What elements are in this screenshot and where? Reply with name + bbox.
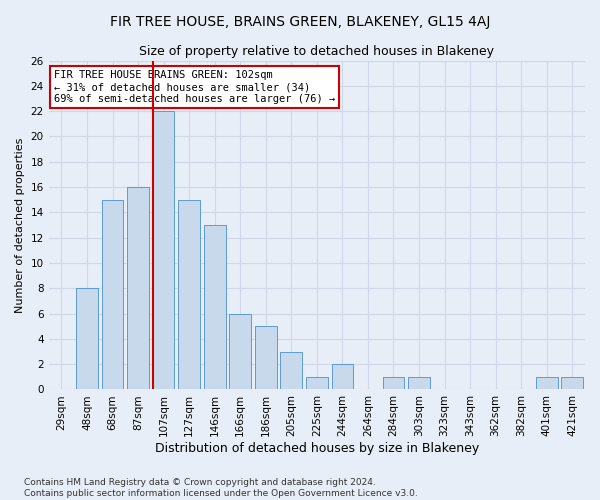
Bar [229, 314, 251, 390]
Bar [101, 200, 124, 390]
Text: Contains HM Land Registry data © Crown copyright and database right 2024.
Contai: Contains HM Land Registry data © Crown c… [24, 478, 418, 498]
Bar [255, 326, 277, 390]
Text: FIR TREE HOUSE BRAINS GREEN: 102sqm
← 31% of detached houses are smaller (34)
69: FIR TREE HOUSE BRAINS GREEN: 102sqm ← 31… [54, 70, 335, 104]
Bar [153, 111, 175, 390]
Bar [178, 200, 200, 390]
Title: Size of property relative to detached houses in Blakeney: Size of property relative to detached ho… [139, 45, 494, 58]
Bar [306, 377, 328, 390]
Bar [408, 377, 430, 390]
Bar [332, 364, 353, 390]
Bar [280, 352, 302, 390]
Bar [204, 225, 226, 390]
X-axis label: Distribution of detached houses by size in Blakeney: Distribution of detached houses by size … [155, 442, 479, 455]
Bar [536, 377, 557, 390]
Text: FIR TREE HOUSE, BRAINS GREEN, BLAKENEY, GL15 4AJ: FIR TREE HOUSE, BRAINS GREEN, BLAKENEY, … [110, 15, 490, 29]
Bar [127, 187, 149, 390]
Bar [76, 288, 98, 390]
Bar [562, 377, 583, 390]
Bar [383, 377, 404, 390]
Y-axis label: Number of detached properties: Number of detached properties [15, 138, 25, 312]
